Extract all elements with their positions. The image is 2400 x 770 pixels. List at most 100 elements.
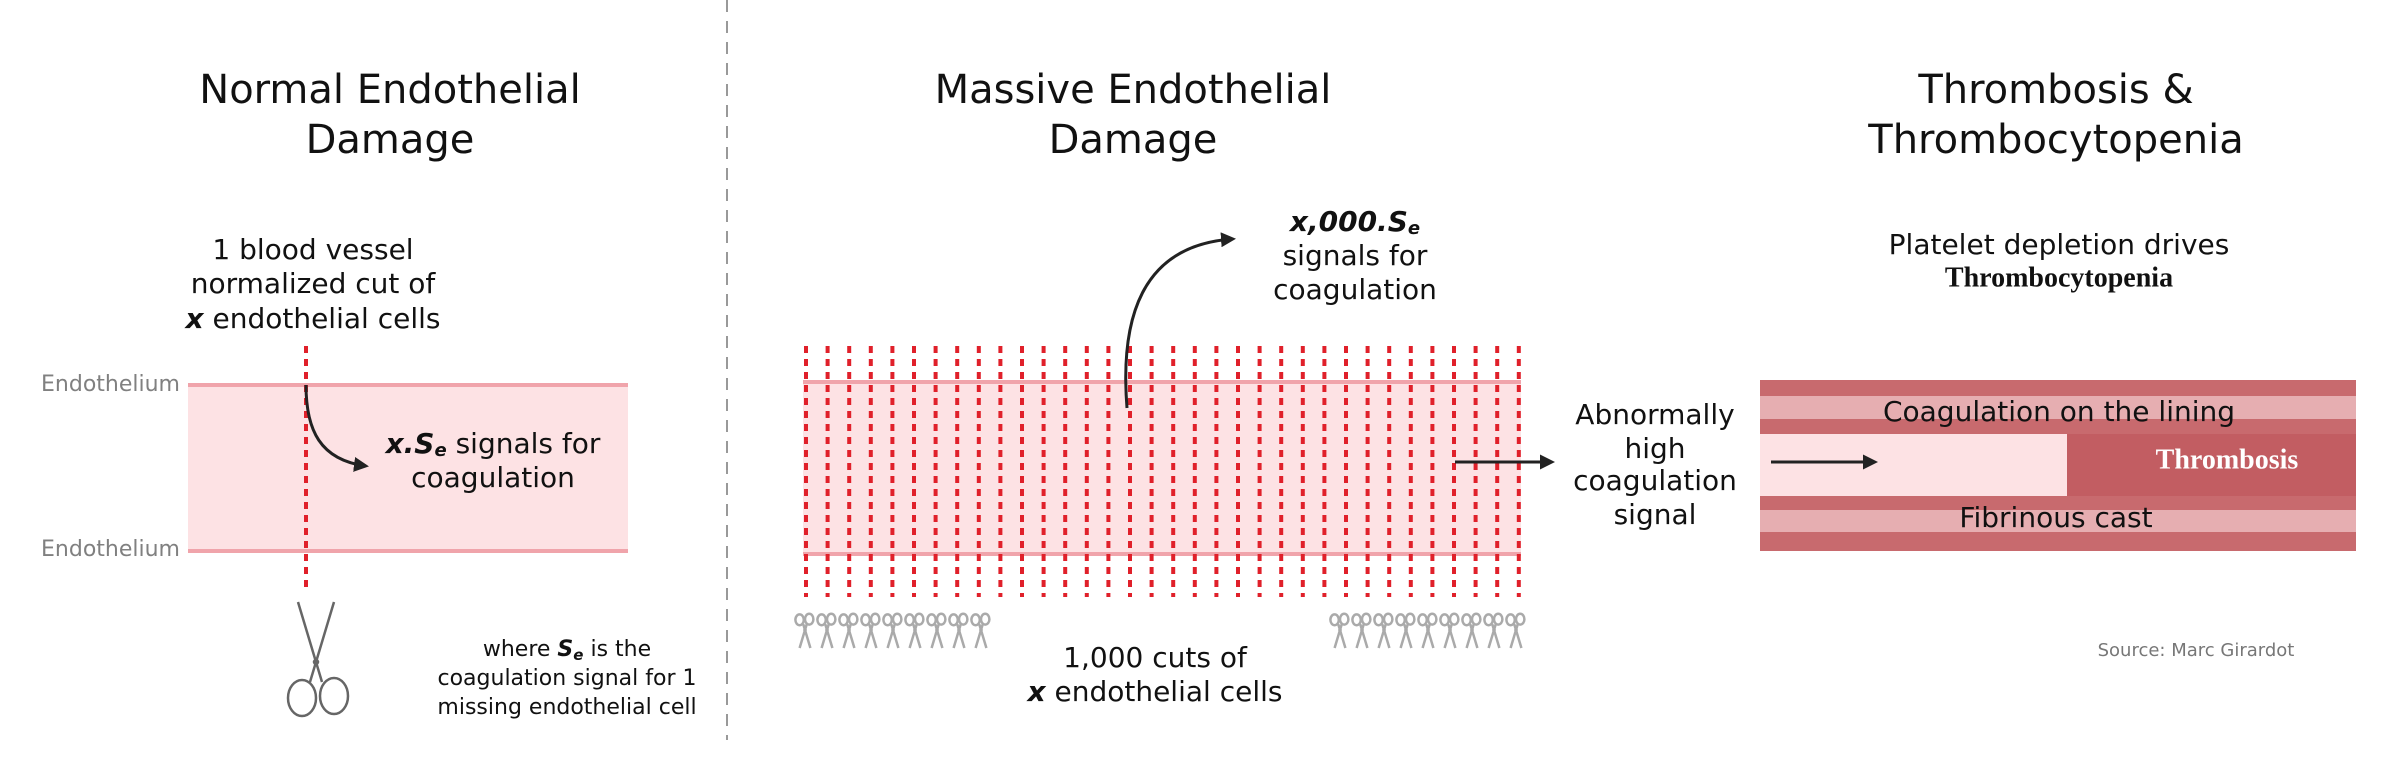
text: is the	[583, 637, 651, 662]
handle	[847, 612, 859, 626]
handle	[816, 613, 828, 627]
cut-text: 1 blood vessel	[212, 233, 413, 266]
scissors	[1461, 612, 1482, 649]
scissors-shape	[816, 612, 837, 649]
pivot	[847, 628, 851, 632]
vessel	[188, 385, 628, 551]
blade	[864, 623, 874, 649]
lining-band	[1760, 396, 2356, 419]
footnote: where Se is the	[483, 637, 651, 664]
source: Source: Marc Girardot	[2098, 640, 2295, 661]
scissors-shape	[926, 612, 947, 649]
handle	[318, 676, 350, 716]
cut-text: x endothelial cells	[184, 302, 441, 335]
scissors-shape	[948, 612, 969, 649]
title: Damage	[306, 117, 475, 163]
handle	[1351, 613, 1363, 627]
handle	[935, 612, 947, 626]
thrombosis-panel: Thrombosis & Thrombocytopenia Platelet d…	[1760, 67, 2356, 661]
pivot	[1492, 628, 1496, 632]
pivot	[913, 628, 917, 632]
pivot	[1448, 628, 1452, 632]
handle	[794, 613, 806, 627]
handle	[1395, 613, 1407, 627]
signal-text: signals for	[1283, 239, 1428, 272]
outcome: Abnormally	[1575, 398, 1734, 431]
caption: Platelet depletion drives	[1889, 228, 2230, 261]
scissors-shape	[1329, 612, 1350, 649]
scissors-shape	[882, 612, 903, 649]
blade	[1377, 623, 1387, 649]
lumen	[1760, 434, 2067, 496]
sub: e	[573, 646, 583, 664]
title: Thrombocytopenia	[1867, 117, 2243, 163]
pivot	[1426, 628, 1430, 632]
handle	[882, 613, 894, 627]
blade	[842, 623, 852, 649]
scissors-shape	[1461, 612, 1482, 649]
blade	[930, 623, 940, 649]
scissors	[970, 612, 991, 649]
pivot	[1514, 628, 1518, 632]
clot	[2067, 434, 2356, 496]
footnote: coagulation signal for 1	[438, 666, 697, 691]
handle	[913, 612, 925, 626]
scissors-shape	[1505, 612, 1526, 649]
scissors	[1351, 612, 1372, 649]
scissors-shape	[794, 612, 815, 649]
text: endothelial cells	[1046, 675, 1283, 708]
scissors-shape	[1351, 612, 1372, 649]
scissors	[882, 612, 903, 649]
blade	[1443, 623, 1453, 649]
endothelium-label: Endothelium	[41, 537, 180, 562]
title: Normal Endothelial	[199, 67, 580, 113]
endothelium-label: Endothelium	[41, 372, 180, 397]
blade	[886, 623, 896, 649]
blade	[1399, 623, 1409, 649]
signal-text: x.Se signals for	[384, 427, 601, 461]
outcome: signal	[1614, 498, 1697, 531]
pivot	[825, 628, 829, 632]
handle	[1483, 613, 1495, 627]
sub: e	[434, 440, 446, 461]
massive-panel: Massive Endothelial Damage x,000.Se sign…	[794, 67, 1737, 708]
handle	[860, 613, 872, 627]
handle	[1404, 612, 1416, 626]
vessel	[803, 382, 1521, 554]
blade	[820, 623, 830, 649]
handle	[970, 613, 982, 627]
outcome: high	[1624, 432, 1685, 465]
scissors-shape	[838, 612, 859, 649]
lining-band	[1760, 510, 2356, 532]
handle	[1338, 612, 1350, 626]
title: Damage	[1049, 117, 1218, 163]
handle	[286, 678, 318, 718]
handle	[1329, 613, 1341, 627]
handle	[891, 612, 903, 626]
cuts-text: 1,000 cuts of	[1063, 641, 1248, 674]
text: endothelial cells	[204, 302, 441, 335]
text: ,000.S	[1307, 205, 1408, 238]
scissors	[1395, 612, 1416, 649]
blade	[952, 623, 962, 649]
scissors	[838, 612, 859, 649]
handle	[1417, 613, 1429, 627]
lining-label: Coagulation on the lining	[1883, 395, 2235, 428]
sub: e	[1408, 218, 1420, 239]
scissors	[1417, 612, 1438, 649]
scissors	[286, 601, 350, 718]
text: signals for	[447, 427, 601, 460]
handle	[838, 613, 850, 627]
normal-panel: Normal Endothelial Damage 1 blood vessel…	[41, 67, 697, 720]
handle	[1448, 612, 1460, 626]
blade	[296, 601, 324, 683]
caption-bold: Thrombocytopenia	[1945, 262, 2173, 293]
handle	[1470, 612, 1482, 626]
scissors	[1329, 612, 1350, 649]
var: x	[1026, 675, 1047, 708]
blade	[908, 623, 918, 649]
handle	[1492, 612, 1504, 626]
scissors-shape	[1483, 612, 1504, 649]
scissors-shape	[1395, 612, 1416, 649]
